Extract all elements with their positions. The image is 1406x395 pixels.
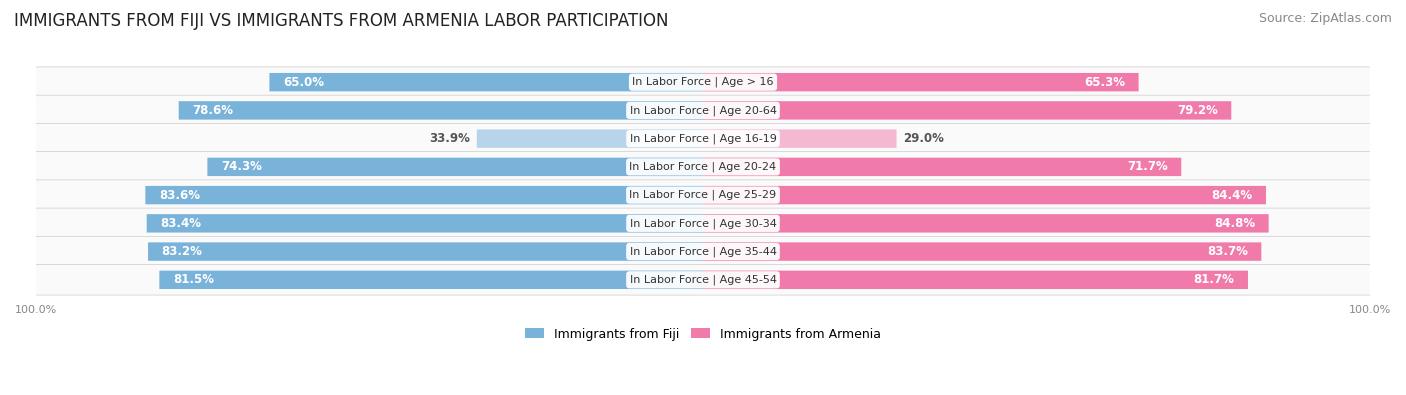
FancyBboxPatch shape xyxy=(35,67,1371,98)
Text: 83.6%: 83.6% xyxy=(159,188,200,201)
Text: 65.3%: 65.3% xyxy=(1084,76,1125,88)
FancyBboxPatch shape xyxy=(35,152,1371,182)
FancyBboxPatch shape xyxy=(703,130,897,148)
Text: 71.7%: 71.7% xyxy=(1128,160,1168,173)
Text: Source: ZipAtlas.com: Source: ZipAtlas.com xyxy=(1258,12,1392,25)
Legend: Immigrants from Fiji, Immigrants from Armenia: Immigrants from Fiji, Immigrants from Ar… xyxy=(520,323,886,346)
FancyBboxPatch shape xyxy=(35,208,1371,239)
Text: 84.4%: 84.4% xyxy=(1212,188,1253,201)
Text: 65.0%: 65.0% xyxy=(283,76,323,88)
FancyBboxPatch shape xyxy=(703,73,1139,91)
Text: In Labor Force | Age 20-64: In Labor Force | Age 20-64 xyxy=(630,105,776,116)
Text: In Labor Force | Age 20-24: In Labor Force | Age 20-24 xyxy=(630,162,776,172)
FancyBboxPatch shape xyxy=(703,158,1181,176)
Text: IMMIGRANTS FROM FIJI VS IMMIGRANTS FROM ARMENIA LABOR PARTICIPATION: IMMIGRANTS FROM FIJI VS IMMIGRANTS FROM … xyxy=(14,12,669,30)
FancyBboxPatch shape xyxy=(35,123,1371,154)
Text: 81.7%: 81.7% xyxy=(1194,273,1234,286)
Text: 33.9%: 33.9% xyxy=(429,132,470,145)
Text: In Labor Force | Age > 16: In Labor Force | Age > 16 xyxy=(633,77,773,87)
FancyBboxPatch shape xyxy=(35,265,1371,295)
FancyBboxPatch shape xyxy=(270,73,703,91)
Text: 79.2%: 79.2% xyxy=(1177,104,1218,117)
FancyBboxPatch shape xyxy=(35,95,1371,126)
Text: In Labor Force | Age 16-19: In Labor Force | Age 16-19 xyxy=(630,134,776,144)
FancyBboxPatch shape xyxy=(146,214,703,233)
FancyBboxPatch shape xyxy=(159,271,703,289)
FancyBboxPatch shape xyxy=(703,214,1268,233)
Text: 84.8%: 84.8% xyxy=(1213,217,1256,230)
Text: In Labor Force | Age 25-29: In Labor Force | Age 25-29 xyxy=(630,190,776,200)
Text: In Labor Force | Age 45-54: In Labor Force | Age 45-54 xyxy=(630,275,776,285)
Text: 74.3%: 74.3% xyxy=(221,160,262,173)
FancyBboxPatch shape xyxy=(703,271,1249,289)
FancyBboxPatch shape xyxy=(35,180,1371,211)
Text: 83.4%: 83.4% xyxy=(160,217,201,230)
FancyBboxPatch shape xyxy=(703,101,1232,120)
FancyBboxPatch shape xyxy=(145,186,703,204)
Text: 29.0%: 29.0% xyxy=(903,132,943,145)
FancyBboxPatch shape xyxy=(179,101,703,120)
Text: 83.7%: 83.7% xyxy=(1206,245,1249,258)
FancyBboxPatch shape xyxy=(35,236,1371,267)
Text: In Labor Force | Age 35-44: In Labor Force | Age 35-44 xyxy=(630,246,776,257)
Text: 78.6%: 78.6% xyxy=(193,104,233,117)
Text: 81.5%: 81.5% xyxy=(173,273,214,286)
FancyBboxPatch shape xyxy=(148,243,703,261)
FancyBboxPatch shape xyxy=(477,130,703,148)
Text: 83.2%: 83.2% xyxy=(162,245,202,258)
FancyBboxPatch shape xyxy=(703,243,1261,261)
FancyBboxPatch shape xyxy=(703,186,1265,204)
FancyBboxPatch shape xyxy=(207,158,703,176)
Text: In Labor Force | Age 30-34: In Labor Force | Age 30-34 xyxy=(630,218,776,229)
